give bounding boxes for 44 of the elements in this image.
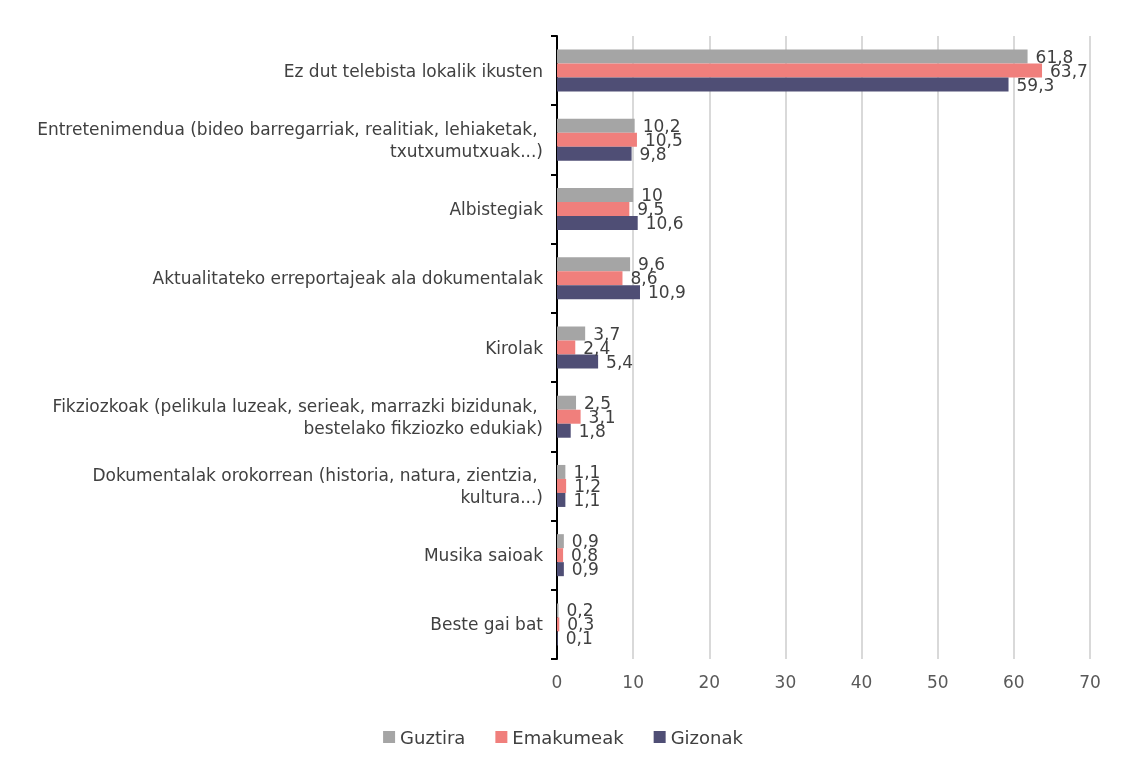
x-tick-label: 60 <box>1003 671 1025 692</box>
x-tick-label: 20 <box>698 671 721 692</box>
y-tick-label: Beste gai bat <box>430 614 544 635</box>
x-tick-label: 50 <box>926 671 949 692</box>
y-tick-label: Fikziozkoak (pelikula luzeak, serieak, marrazki bizidunak, bestelako fikziozko edukiak) <box>52 395 543 438</box>
bar <box>557 326 586 341</box>
bar <box>557 548 564 563</box>
legend-label: Gizonak <box>670 726 744 748</box>
bar <box>557 49 1028 64</box>
bar <box>557 423 571 438</box>
bar <box>557 395 577 410</box>
bar <box>557 146 632 161</box>
bar <box>557 534 564 549</box>
x-tick-label: 0 <box>551 671 563 692</box>
y-tick-label: Aktualitateko erreportajeak ala dokumentalak <box>152 268 544 289</box>
bar <box>557 202 630 217</box>
bar <box>557 77 1009 92</box>
x-tick-label: 10 <box>622 671 644 692</box>
bar <box>557 257 631 272</box>
bar <box>557 118 635 133</box>
bar <box>557 354 599 369</box>
y-tick-label: Ez dut telebista lokalik ikusten <box>283 60 543 81</box>
bar <box>557 216 638 231</box>
x-tick-label: 70 <box>1079 671 1101 692</box>
y-tick-label: Albistegiak <box>449 199 544 220</box>
bar <box>557 492 566 507</box>
x-tick-label: 30 <box>774 671 797 692</box>
bar <box>557 478 567 493</box>
bar <box>557 464 566 479</box>
y-tick-label: Entretenimendua (bideo barregarriak, realitiak, lehiaketak, txutxumutxuak...) <box>37 118 543 161</box>
y-tick-label: Kirolak <box>485 337 544 358</box>
y-tick-label: Dokumentalak orokorrean (historia, natura, zientzia, kultura...) <box>92 464 543 507</box>
bar <box>557 132 637 147</box>
bar <box>557 340 576 355</box>
bar <box>557 188 634 203</box>
bar <box>557 285 640 300</box>
bar <box>557 409 581 424</box>
bar <box>557 271 623 286</box>
bar <box>557 562 564 577</box>
x-tick-label: 40 <box>850 671 873 692</box>
legend-label: Emakumeak <box>512 726 625 748</box>
bar <box>557 63 1043 78</box>
legend-label: Guztira <box>400 726 466 748</box>
y-tick-label: Musika saioak <box>423 545 544 566</box>
